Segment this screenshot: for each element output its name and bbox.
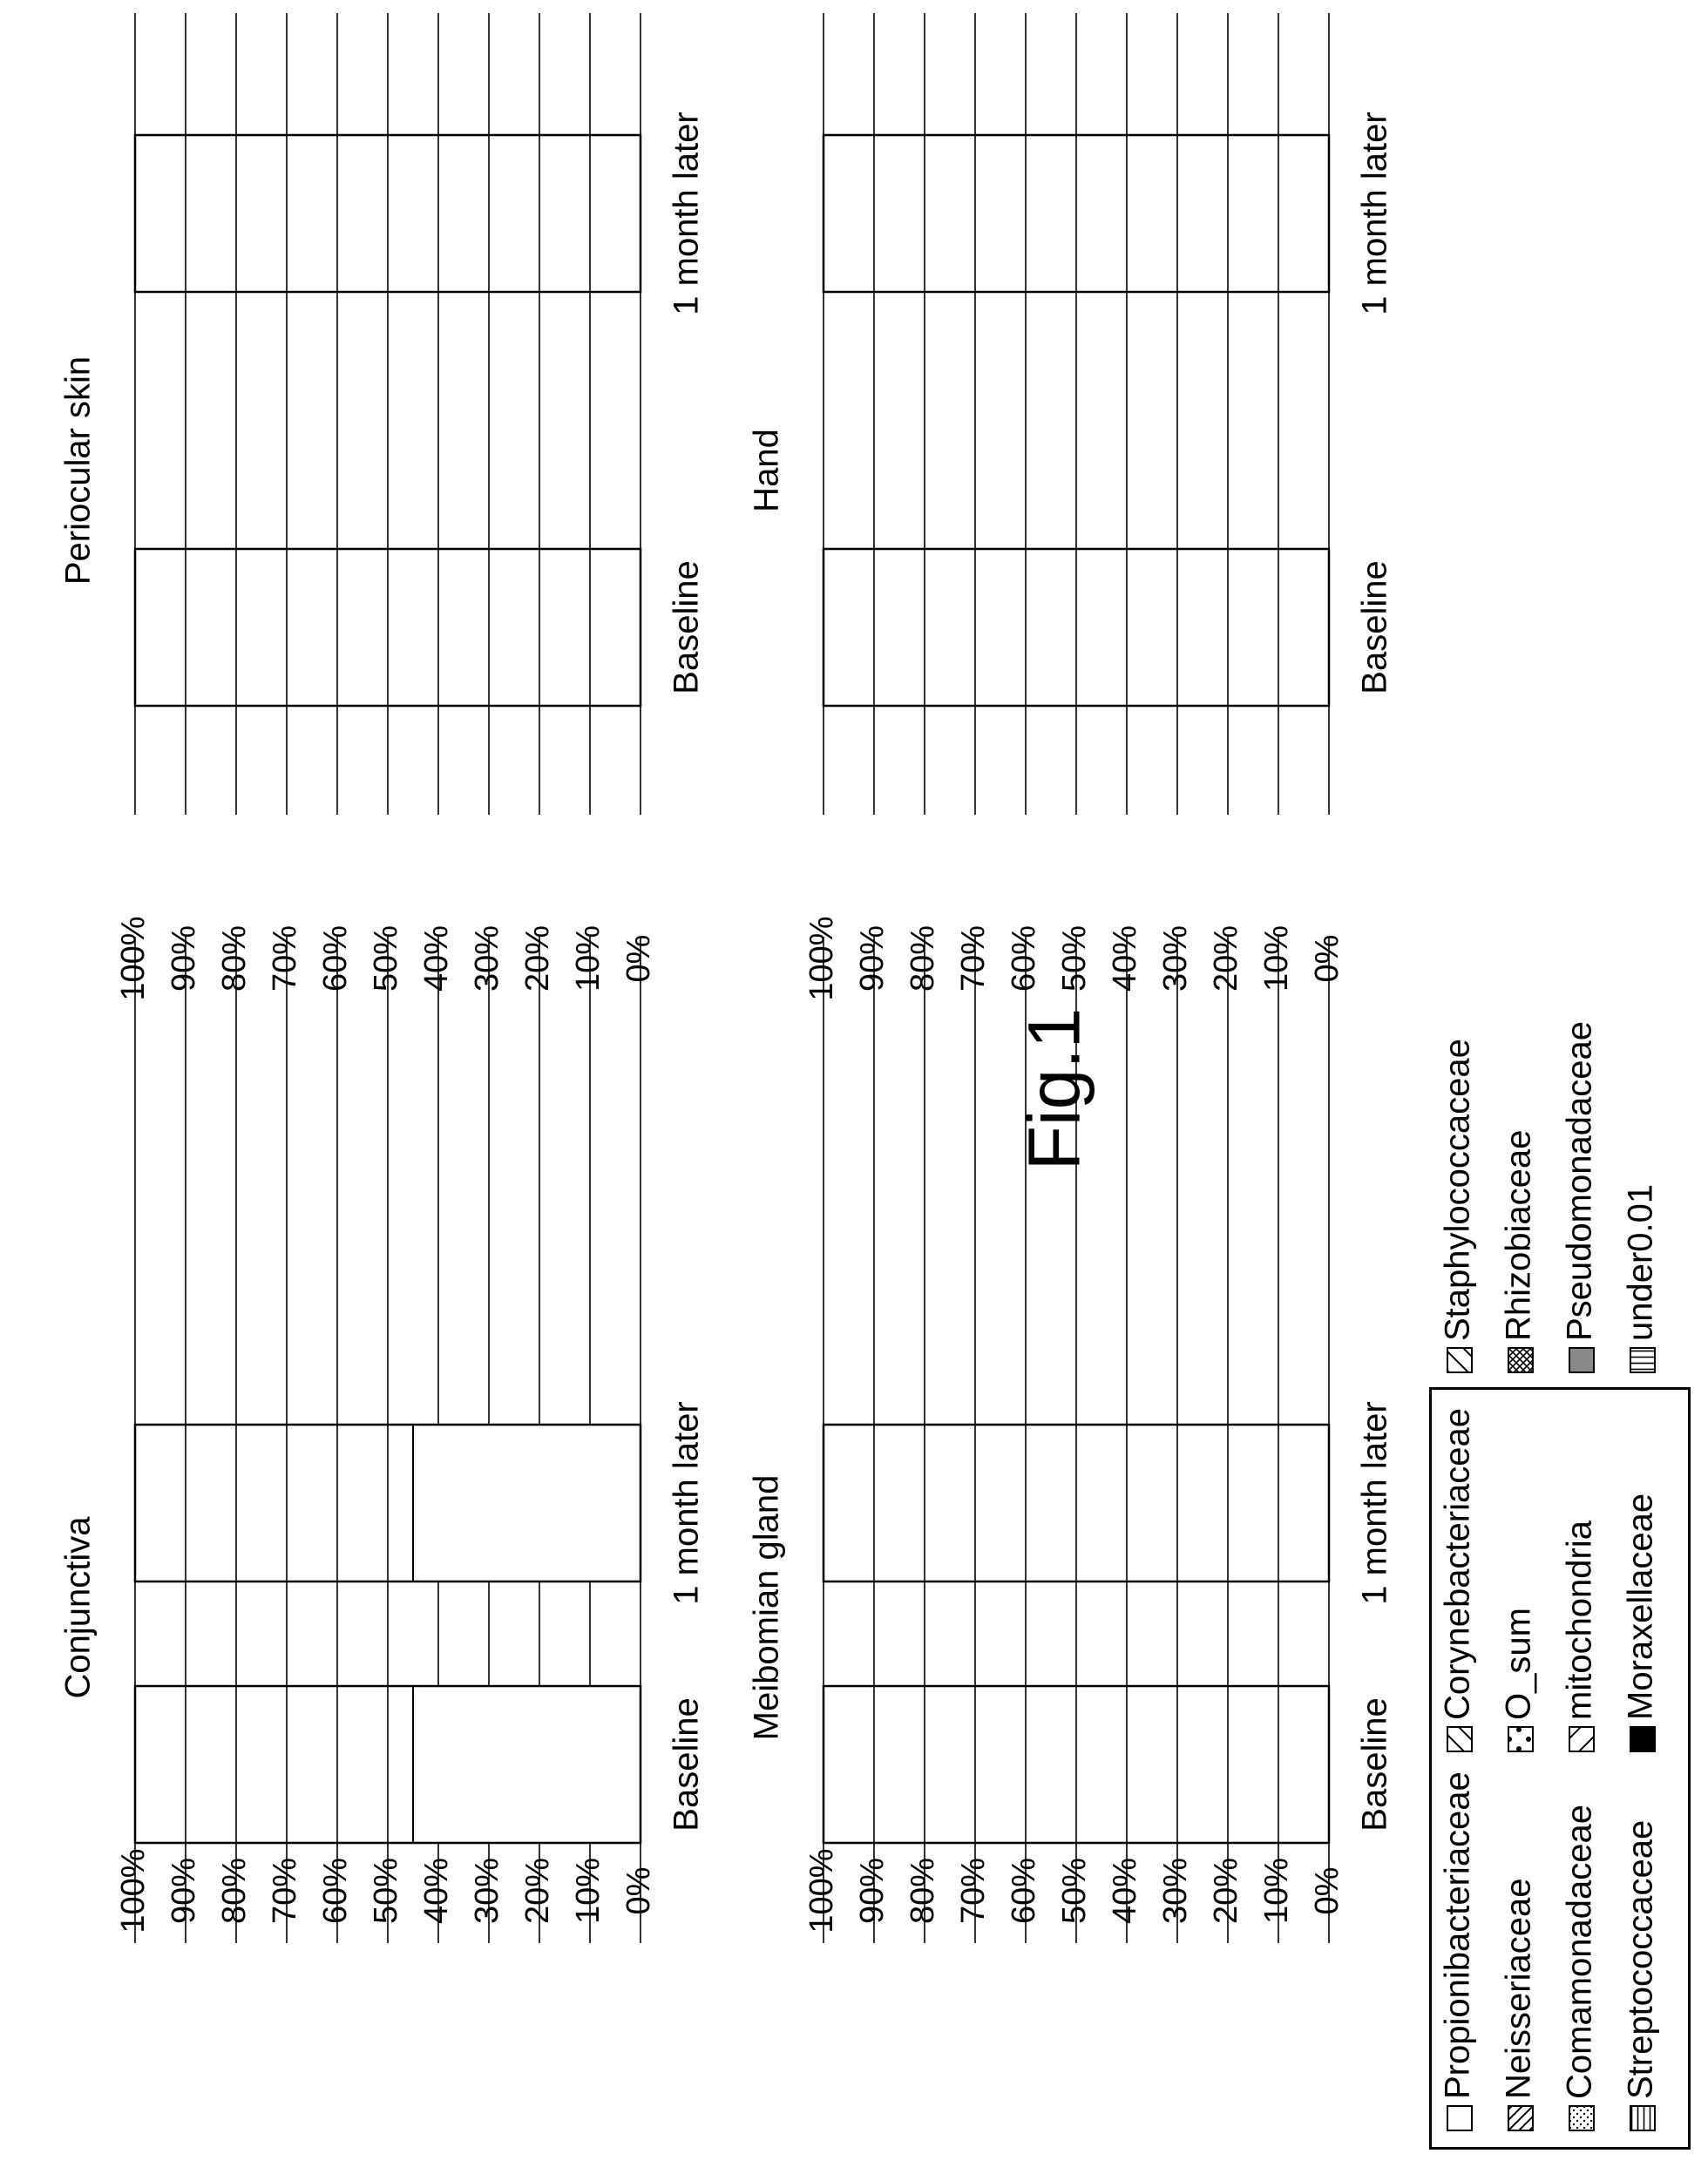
category-label: Baseline: [668, 560, 706, 694]
legend-swatch-under0-01: [1630, 1347, 1656, 1373]
y-tick-label: 100%: [115, 1848, 152, 1933]
y-tick-label: 90%: [854, 925, 891, 992]
legend-swatch-neisseriaceae: [1508, 2105, 1534, 2131]
y-tick-label: 20%: [1208, 1858, 1244, 1924]
legend-swatch-staphylococcaceae: [1447, 1347, 1473, 1373]
y-tick-label: 0%: [620, 935, 657, 983]
y-tick-label: 40%: [1107, 1858, 1143, 1924]
legend-label-moraxellaceae: Moraxellaceae: [1622, 1493, 1660, 1720]
y-tick-label: 80%: [216, 1858, 253, 1924]
bar-segment-propionibacteriaceae: [412, 1424, 641, 1582]
legend-label-streptococcaceae: Streptococcaceae: [1622, 1820, 1660, 2099]
bar-outline: [133, 547, 642, 708]
y-tick-label: 40%: [1107, 925, 1143, 992]
panel-meibomian-gland: 0% 10% 20% 30% 40% 50% 60% 70% 80% 90% 100% Meibomi…: [748, 937, 1394, 1943]
y-tick-label: 60%: [317, 1858, 354, 1924]
legend-label-pseudomonadaceae: Pseudomonadaceae: [1561, 1021, 1599, 1341]
y-tick-label: 10%: [570, 1858, 607, 1924]
bar-segment-propionibacteriaceae: [412, 1685, 641, 1844]
y-tick-label: 50%: [1056, 1858, 1093, 1924]
legend-label-rhizobiaceae: Rhizobiaceae: [1500, 1130, 1538, 1341]
y-tick-label: 20%: [1208, 925, 1244, 992]
y-tick-label: 50%: [368, 925, 404, 992]
y-tick-label: 60%: [317, 925, 354, 992]
y-tick-label: 20%: [519, 1858, 556, 1924]
legend-label-o-sum: O_sum: [1500, 1608, 1538, 1720]
y-tick-label: 0%: [1309, 1867, 1345, 1915]
y-tick-label: 80%: [905, 1858, 941, 1924]
bar-outline: [822, 1423, 1331, 1583]
y-tick-label: 100%: [803, 916, 840, 1000]
bar-outline: [822, 547, 1331, 708]
y-tick-label: 30%: [1157, 1858, 1194, 1924]
panel-title: Meibomian gland: [748, 1475, 786, 1741]
bar-outline: [133, 133, 642, 294]
y-tick-label: 40%: [418, 925, 455, 992]
legend-swatch-mitochondria: [1569, 1726, 1595, 1752]
y-tick-label: 30%: [469, 1858, 505, 1924]
y-tick-label: 80%: [216, 925, 253, 992]
y-tick-label: 10%: [1258, 925, 1295, 992]
legend-swatch-rhizobiaceae: [1508, 1347, 1534, 1373]
y-tick-label: 40%: [418, 1858, 455, 1924]
category-label: 1 month later: [1356, 112, 1394, 315]
y-tick-label: 30%: [469, 925, 505, 992]
bar-outline: [822, 133, 1331, 294]
panel-title: Periocular skin: [59, 356, 98, 585]
category-label: Baseline: [1356, 1697, 1394, 1831]
panel-title: Conjunctiva: [59, 1516, 98, 1699]
category-label: 1 month later: [668, 112, 706, 315]
y-tick-label: 80%: [905, 925, 941, 992]
legend-box: [1429, 1387, 1691, 2150]
legend-swatch-comamonadaceae: [1569, 2105, 1595, 2131]
y-tick-label: 90%: [166, 1858, 202, 1924]
legend-label-staphylococcaceae: Staphylococcaceae: [1439, 1039, 1477, 1341]
y-tick-label: 30%: [1157, 925, 1194, 992]
category-label: 1 month later: [668, 1401, 706, 1604]
legend-label-propionibacteriaceae: Propionibacteriaceae: [1439, 1771, 1477, 2099]
y-tick-label: 10%: [1258, 1858, 1295, 1924]
y-tick-label: 100%: [115, 916, 152, 1000]
legend-label-under0-01: under0.01: [1622, 1184, 1660, 1341]
y-tick-label: 70%: [267, 1858, 303, 1924]
bar-outline: [822, 1684, 1331, 1845]
category-label: 1 month later: [1356, 1401, 1394, 1604]
y-tick-label: 60%: [1006, 925, 1042, 992]
y-tick-label: 90%: [854, 1858, 891, 1924]
y-tick-label: 70%: [267, 925, 303, 992]
y-tick-label: 70%: [955, 925, 992, 992]
category-label: Baseline: [1356, 560, 1394, 694]
legend: Propionibacteriaceae Neisseriaceae Comamon…: [1439, 1021, 1660, 2131]
category-label: Baseline: [668, 1697, 706, 1831]
legend-swatch-streptococcaceae: [1630, 2105, 1656, 2131]
y-tick-label: 20%: [519, 925, 556, 992]
y-tick-label: 100%: [803, 1848, 840, 1933]
legend-swatch-moraxellaceae: [1630, 1726, 1656, 1752]
y-tick-label: 60%: [1006, 1858, 1042, 1924]
legend-label-comamonadaceae: Comamonadaceae: [1561, 1805, 1599, 2099]
y-tick-label: 70%: [955, 1858, 992, 1924]
bar-outline: [133, 1423, 642, 1583]
bar-outline: [133, 1684, 642, 1845]
y-tick-label: 50%: [1056, 925, 1093, 992]
y-tick-label: 10%: [570, 925, 607, 992]
panel-conjunctiva: 0% 10% 20% 30% 40% 50% 60% 70% 80% 90% 100% Conjunc…: [59, 937, 706, 1943]
legend-swatch-pseudomonadaceae: [1569, 1347, 1595, 1373]
panel-periocular-skin: 0% 10% 20% 30% 40% 50% 60% 70% 80% 90% 100% Periocu…: [59, 13, 706, 1001]
legend-swatch-corynebacteriaceae: [1447, 1726, 1473, 1752]
panel-title: Hand: [748, 429, 786, 512]
legend-label-neisseriaceae: Neisseriaceae: [1500, 1879, 1538, 2099]
panel-hand: 0% 10% 20% 30% 40% 50% 60% 70% 80% 90% 100% Hand Bas…: [748, 13, 1394, 1001]
y-tick-label: 0%: [620, 1867, 657, 1915]
legend-swatch-o-sum: [1508, 1726, 1534, 1752]
y-tick-label: 50%: [368, 1858, 404, 1924]
legend-label-corynebacteriaceae: Corynebacteriaceae: [1439, 1408, 1477, 1720]
y-tick-label: 0%: [1309, 935, 1345, 983]
y-tick-label: 90%: [166, 925, 202, 992]
legend-label-mitochondria: mitochondria: [1561, 1520, 1599, 1720]
legend-swatch-propionibacteriaceae: [1447, 2105, 1473, 2131]
